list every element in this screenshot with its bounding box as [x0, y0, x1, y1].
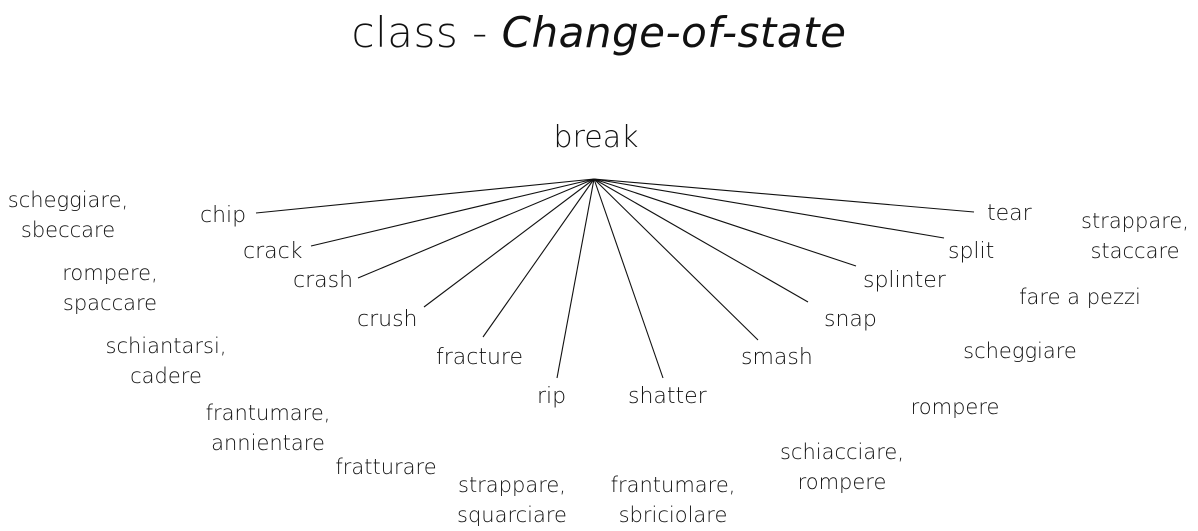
- verb-label-fracture: fracture: [436, 345, 524, 370]
- translation-line: rompere: [910, 395, 1000, 419]
- edge-splinter: [593, 178, 857, 267]
- edge-crack: [310, 178, 595, 247]
- verb-label-snap: snap: [824, 307, 877, 332]
- edge-snap: [593, 178, 809, 303]
- verb-label-rip: rip: [537, 384, 567, 409]
- translation-line: frantumare,: [205, 401, 331, 425]
- edge-crash: [357, 178, 595, 279]
- translation-line: frantumare,: [610, 473, 736, 497]
- verb-label-shatter: shatter: [628, 384, 707, 409]
- translation-line: scheggiare: [963, 339, 1077, 363]
- translation-crack: rompere, spaccare: [62, 258, 158, 318]
- translation-line: strappare,: [1081, 209, 1189, 233]
- edge-smash: [593, 178, 759, 341]
- translation-line: schiacciare,: [779, 440, 905, 464]
- translation-rip: strappare, squarciare: [457, 470, 567, 530]
- edge-split: [593, 178, 945, 239]
- translation-line: spaccare: [62, 291, 158, 315]
- verb-label-chip: chip: [200, 203, 247, 228]
- translation-line: rompere,: [62, 261, 158, 285]
- translation-line: rompere: [797, 470, 887, 494]
- translation-crush: frantumare, annientare: [206, 398, 331, 458]
- translation-line: fratturare: [335, 455, 437, 479]
- edge-crush: [423, 178, 595, 308]
- translation-line: fare a pezzi: [1019, 285, 1141, 309]
- translation-line: schiantarsi,: [105, 334, 227, 358]
- title-class-name: Change-of-state: [501, 8, 847, 57]
- edge-fracture: [482, 178, 595, 338]
- root-verb: break: [553, 120, 639, 155]
- edge-rip: [556, 178, 595, 379]
- translation-line: staccare: [1090, 239, 1180, 263]
- verb-label-smash: smash: [741, 345, 813, 370]
- edge-chip: [255, 178, 595, 214]
- translation-shatter: frantumare, sbriciolare: [611, 470, 736, 530]
- translation-split: fare a pezzi: [1019, 282, 1141, 312]
- translation-crash: schiantarsi, cadere: [106, 331, 227, 391]
- translation-line: annientare: [211, 431, 325, 455]
- verb-label-crack: crack: [243, 239, 303, 264]
- verb-label-crush: crush: [357, 307, 418, 332]
- verb-label-crash: crash: [293, 268, 354, 293]
- translation-line: sbriciolare: [618, 503, 728, 527]
- verb-label-tear: tear: [987, 201, 1032, 226]
- translation-snap: rompere: [911, 392, 1000, 422]
- translation-line: sbeccare: [20, 218, 116, 242]
- translation-line: scheggiare,: [7, 188, 129, 212]
- verb-label-splinter: splinter: [863, 268, 946, 293]
- translation-splinter: scheggiare: [963, 336, 1077, 366]
- translation-line: squarciare: [457, 503, 567, 527]
- title-prefix: class -: [351, 8, 502, 57]
- diagram-title: class - Change-of-state: [0, 8, 1198, 57]
- edge-tear: [593, 178, 975, 213]
- translation-line: strappare,: [458, 473, 566, 497]
- translation-smash: schiacciare, rompere: [780, 437, 904, 497]
- edge-shatter: [593, 178, 664, 379]
- translation-tear: strappare, staccare: [1081, 206, 1189, 266]
- translation-fracture: fratturare: [335, 452, 436, 482]
- translation-chip: scheggiare, sbeccare: [8, 185, 128, 245]
- translation-line: cadere: [130, 364, 202, 388]
- verb-label-split: split: [948, 239, 995, 264]
